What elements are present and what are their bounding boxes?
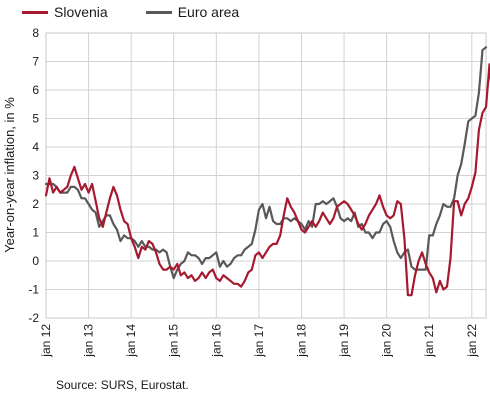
y-tick-label: 7: [32, 55, 39, 69]
legend-item-slovenia: Slovenia: [22, 4, 108, 20]
y-tick-label: 2: [32, 197, 39, 211]
plot-frame: [45, 32, 487, 319]
y-tick-label: 8: [32, 26, 39, 40]
legend-swatch-euro-area: [145, 10, 172, 14]
x-tick-label: jan 20: [380, 324, 394, 358]
y-tick-label: 3: [32, 169, 39, 183]
series-line-slovenia: [44, 63, 490, 297]
x-tick-label: jan 19: [337, 324, 351, 358]
legend: Slovenia Euro area: [22, 4, 239, 20]
y-tick-label: -1: [28, 283, 39, 297]
grid: [45, 32, 487, 319]
y-tick-label: 1: [32, 226, 39, 240]
x-tick-label: jan 22: [465, 324, 479, 358]
x-tick-label: jan 14: [124, 324, 138, 358]
x-tick-label: jan 21: [422, 324, 436, 358]
legend-swatch-slovenia: [22, 10, 48, 14]
x-tick-label: jan 13: [82, 324, 96, 358]
y-axis-title: Year-on-year inflation, in %: [2, 97, 17, 253]
source-note: Source: SURS, Eurostat.: [56, 378, 189, 392]
x-tick-label: jan 16: [209, 324, 223, 358]
y-tick-labels: -2 -1 0 1 2 3 4 5 6 7 8: [28, 26, 39, 325]
series-lines: [44, 46, 490, 297]
y-tick-label: -2: [28, 311, 39, 325]
x-tick-label: jan 17: [252, 324, 266, 358]
legend-label-slovenia: Slovenia: [54, 4, 108, 20]
x-tick-label: jan 15: [167, 324, 181, 358]
series-line-euro-area: [44, 46, 488, 280]
x-tick-label: jan 12: [39, 324, 53, 358]
x-tick-label: jan 18: [294, 324, 308, 358]
y-tick-label: 0: [32, 254, 39, 268]
legend-label-euro-area: Euro area: [177, 4, 240, 20]
y-tick-label: 4: [32, 140, 39, 154]
y-tick-label: 5: [32, 112, 39, 126]
y-tick-label: 6: [32, 83, 39, 97]
legend-item-euro-area: Euro area: [145, 4, 240, 20]
x-tick-labels: jan 12 jan 13 jan 14 jan 15 jan 16 jan 17 jan …: [39, 324, 479, 358]
